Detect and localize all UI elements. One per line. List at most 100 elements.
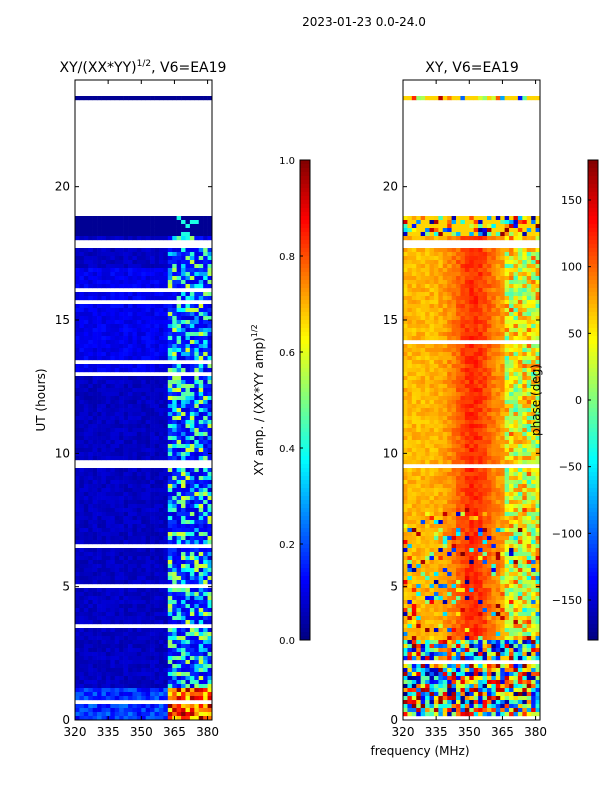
- heatmap-cell: [420, 296, 426, 301]
- heatmap-cell: [158, 364, 164, 369]
- heatmap-cell: [460, 252, 466, 257]
- heatmap-cell: [526, 372, 532, 377]
- heatmap-cell: [136, 496, 142, 501]
- heatmap-cell: [141, 668, 147, 673]
- heatmap-cell: [167, 272, 173, 277]
- heatmap-cell: [167, 564, 173, 569]
- heatmap-cell: [92, 328, 98, 333]
- heatmap-cell: [176, 304, 182, 309]
- heatmap-cell: [185, 364, 191, 369]
- heatmap-cell: [176, 408, 182, 413]
- heatmap-cell: [172, 516, 177, 521]
- heatmap-cell: [194, 436, 200, 441]
- heatmap-cell: [403, 320, 408, 325]
- heatmap-cell: [136, 704, 142, 709]
- heatmap-cell: [194, 664, 200, 669]
- heatmap-cell: [185, 96, 191, 101]
- heatmap-cell: [83, 264, 89, 269]
- heatmap-cell: [88, 236, 93, 241]
- heatmap-cell: [119, 612, 124, 617]
- heatmap-cell: [176, 596, 182, 601]
- heatmap-cell: [105, 268, 111, 273]
- heatmap-cell: [176, 672, 182, 677]
- heatmap-cell: [203, 444, 208, 449]
- heatmap-cell: [150, 620, 155, 625]
- heatmap-cell: [88, 628, 93, 633]
- heatmap-cell: [172, 328, 177, 333]
- heatmap-cell: [150, 636, 155, 641]
- heatmap-cell: [119, 488, 124, 493]
- heatmap-cell: [420, 372, 426, 377]
- heatmap-cell: [79, 612, 85, 617]
- heatmap-cell: [464, 332, 470, 337]
- heatmap-cell: [92, 712, 98, 717]
- heatmap-cell: [141, 500, 147, 505]
- heatmap-cell: [513, 228, 519, 233]
- heatmap-cell: [110, 296, 116, 301]
- heatmap-cell: [150, 332, 155, 337]
- heatmap-cell: [526, 308, 532, 313]
- heatmap-cell: [473, 332, 479, 337]
- heatmap-cell: [456, 252, 461, 257]
- heatmap-cell: [92, 324, 98, 329]
- heatmap-cell: [451, 292, 457, 297]
- heatmap-cell: [158, 368, 164, 373]
- heatmap-cell: [83, 332, 89, 337]
- heatmap-cell: [154, 644, 160, 649]
- heatmap-cell: [185, 488, 191, 493]
- heatmap-cell: [207, 512, 213, 517]
- heatmap-cell: [154, 436, 160, 441]
- heatmap-cell: [429, 220, 435, 225]
- heatmap-cell: [185, 436, 191, 441]
- heatmap-cell: [500, 324, 505, 329]
- heatmap-cell: [486, 332, 492, 337]
- colorbar-swatch: [300, 260, 310, 265]
- heatmap-cell: [136, 320, 142, 325]
- heatmap-cell: [456, 336, 461, 341]
- heatmap-cell: [141, 588, 147, 593]
- heatmap-cell: [478, 352, 483, 357]
- colorbar-swatch: [300, 468, 310, 473]
- heatmap-cell: [83, 340, 89, 345]
- heatmap-cell: [194, 588, 200, 593]
- heatmap-cell: [526, 336, 532, 341]
- heatmap-cell: [509, 332, 514, 337]
- heatmap-cell: [119, 432, 124, 437]
- heatmap-cell: [119, 520, 124, 525]
- heatmap-cell: [176, 272, 182, 277]
- heatmap-cell: [203, 348, 208, 353]
- heatmap-cell: [420, 260, 426, 265]
- heatmap-cell: [517, 248, 523, 253]
- heatmap-cell: [128, 384, 133, 389]
- heatmap-cell: [198, 272, 204, 277]
- heatmap-cell: [509, 268, 514, 273]
- heatmap-cell: [207, 488, 213, 493]
- heatmap-cell: [136, 292, 142, 297]
- heatmap-cell: [495, 328, 501, 333]
- heatmap-cell: [145, 500, 151, 505]
- heatmap-cell: [189, 308, 195, 313]
- heatmap-cell: [447, 96, 452, 101]
- heatmap-cell: [97, 448, 102, 453]
- heatmap-cell: [189, 588, 195, 593]
- heatmap-cell: [167, 652, 173, 657]
- heatmap-cell: [198, 532, 204, 537]
- colorbar-swatch: [300, 420, 310, 425]
- heatmap-cell: [482, 316, 488, 321]
- heatmap-cell: [75, 436, 80, 441]
- heatmap-cell: [123, 580, 129, 585]
- heatmap-cell: [172, 392, 177, 397]
- heatmap-cell: [513, 232, 519, 237]
- heatmap-cell: [438, 380, 444, 385]
- heatmap-cell: [509, 380, 514, 385]
- heatmap-cell: [154, 392, 160, 397]
- heatmap-cell: [119, 296, 124, 301]
- heatmap-cell: [207, 552, 213, 557]
- heatmap-cell: [141, 268, 147, 273]
- heatmap-cell: [189, 528, 195, 533]
- heatmap-cell: [75, 716, 80, 721]
- heatmap-cell: [101, 260, 107, 265]
- heatmap-cell: [128, 528, 133, 533]
- heatmap-cell: [513, 308, 519, 313]
- heatmap-cell: [194, 232, 200, 237]
